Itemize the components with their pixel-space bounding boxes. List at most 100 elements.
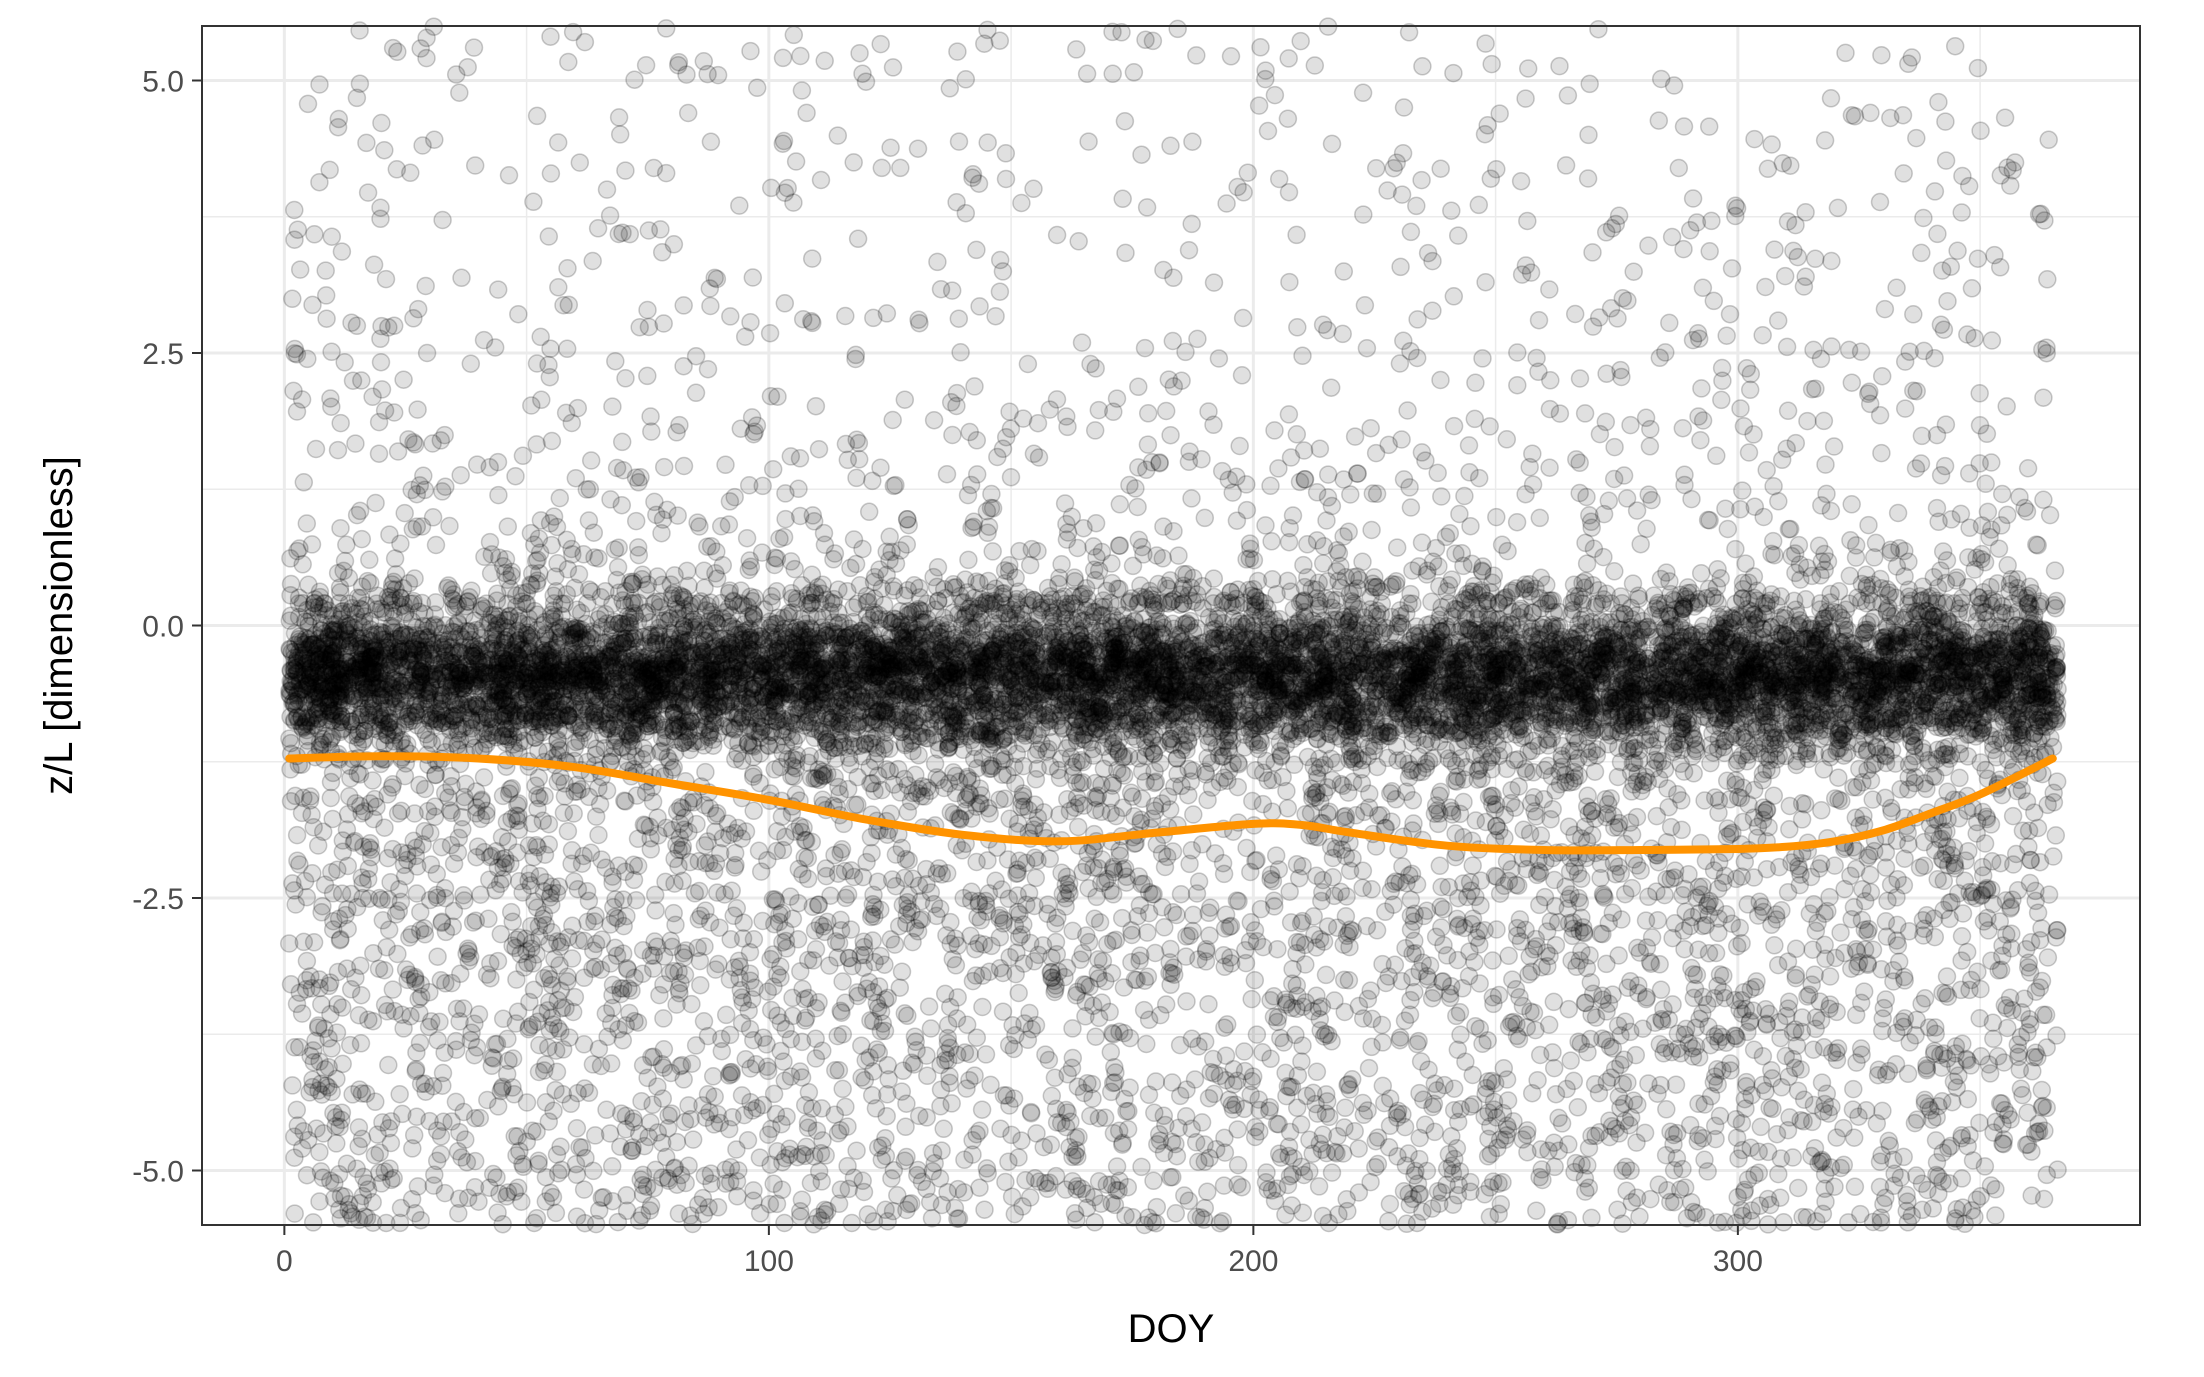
scatter-point <box>936 684 955 704</box>
scatter-point <box>445 707 464 726</box>
scatter-point <box>1877 601 1897 620</box>
scatter-point <box>777 712 796 731</box>
scatter-point <box>1159 660 1178 680</box>
scatter-point <box>351 667 371 687</box>
scatter-point <box>1084 723 1104 743</box>
scatter-point <box>878 676 898 695</box>
scatter-point <box>1287 726 1307 746</box>
scatter-point <box>394 700 413 720</box>
scatter-point <box>930 660 950 679</box>
scatter-point <box>1353 645 1373 665</box>
scatter-point <box>657 659 676 678</box>
scatter-point <box>1488 705 1508 725</box>
scatter-point <box>769 678 789 698</box>
scatter-point <box>1478 616 1498 636</box>
scatter-point <box>673 665 693 685</box>
scatter-point <box>1600 708 1620 727</box>
scatter-point <box>883 654 903 673</box>
scatter-point <box>1914 697 1934 716</box>
scatter-point <box>907 620 926 639</box>
scatter-point <box>470 662 490 682</box>
scatter-point <box>1672 640 1692 659</box>
scatter-point <box>1682 725 1702 744</box>
scatter-point <box>307 645 326 664</box>
scatter-point <box>1793 682 1813 702</box>
scatter-point <box>1725 672 1744 692</box>
scatter-point <box>1738 693 1757 712</box>
scatter-point <box>1435 689 1454 708</box>
scatter-point <box>1577 639 1596 659</box>
scatter-point <box>681 672 701 692</box>
scatter-point <box>985 708 1004 727</box>
scatter-point <box>531 689 550 708</box>
scatter-point <box>1183 649 1203 668</box>
scatter-point <box>1609 604 1629 623</box>
scatter-point <box>1449 721 1468 741</box>
scatter-point <box>1514 658 1534 677</box>
scatter-point <box>472 601 491 620</box>
scatter-point <box>1300 719 1319 738</box>
scatter-point <box>1410 663 1429 683</box>
scatter-point <box>532 691 551 710</box>
scatter-point <box>1258 691 1278 710</box>
scatter-point <box>748 714 767 733</box>
scatter-point <box>692 639 711 658</box>
scatter-point <box>1301 668 1320 688</box>
scatter-point <box>373 623 392 643</box>
scatter-point <box>1977 640 1996 659</box>
scatter-point <box>1594 627 1614 646</box>
scatter-point <box>1276 655 1296 675</box>
scatter-point <box>933 685 953 705</box>
scatter-point <box>482 605 501 625</box>
scatter-point <box>370 678 389 698</box>
scatter-point <box>905 629 925 649</box>
scatter-points <box>279 17 2067 1235</box>
scatter-point <box>1090 703 1109 723</box>
scatter-point <box>906 686 926 706</box>
scatter-point <box>791 666 810 686</box>
scatter-point <box>1730 607 1750 626</box>
scatter-point <box>829 628 849 647</box>
scatter-point <box>931 615 950 635</box>
scatter-point <box>1559 668 1578 688</box>
scatter-point <box>1125 612 1144 631</box>
scatter-point <box>1576 614 1596 633</box>
scatter-point <box>1493 691 1512 711</box>
scatter-point <box>1727 606 1746 625</box>
scatter-point <box>1653 647 1672 667</box>
scatter-point <box>665 621 684 640</box>
scatter-point <box>865 603 884 622</box>
scatter-point <box>524 706 544 726</box>
scatter-point <box>1809 691 1828 711</box>
scatter-point <box>1601 612 1621 632</box>
grid-lines <box>202 26 2140 1225</box>
scatter-point <box>738 733 758 752</box>
scatter-point <box>1805 720 1824 739</box>
scatter-point <box>1021 669 1040 688</box>
scatter-point <box>2030 652 2049 671</box>
scatter-point <box>962 650 981 669</box>
scatter-point <box>399 642 419 661</box>
scatter-point <box>1796 590 1816 609</box>
scatter-point <box>2029 697 2048 717</box>
scatter-point <box>1769 615 1789 634</box>
scatter-point <box>565 619 584 638</box>
scatter-point <box>1555 689 1575 709</box>
scatter-point <box>702 602 721 622</box>
scatter-point <box>1493 698 1513 718</box>
scatter-point <box>1979 704 1998 724</box>
scatter-point <box>685 679 704 699</box>
scatter-point <box>1739 745 1758 764</box>
scatter-point <box>1079 681 1098 701</box>
scatter-point <box>601 700 621 719</box>
scatter-point <box>480 694 499 714</box>
scatter-point <box>1483 670 1502 690</box>
scatter-point <box>681 630 700 650</box>
scatter-point <box>1618 739 1637 758</box>
scatter-point <box>1596 695 1615 715</box>
scatter-point <box>904 654 924 674</box>
scatter-point <box>1479 651 1498 670</box>
scatter-point <box>1396 671 1416 690</box>
